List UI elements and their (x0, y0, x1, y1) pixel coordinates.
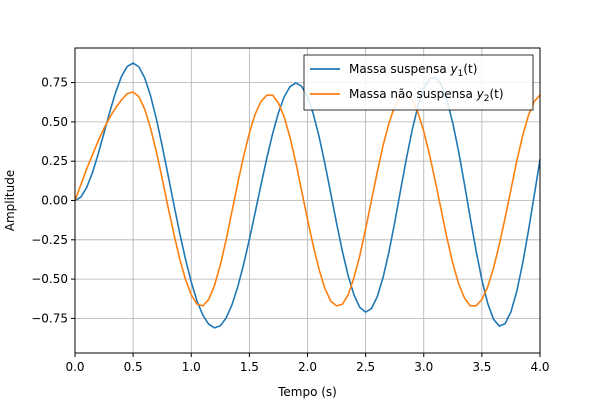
y-tick-label: −0.25 (31, 233, 68, 247)
x-tick-label: 0.5 (124, 360, 143, 374)
y-tick-label: −0.75 (31, 311, 68, 325)
legend-label-2: Massa não suspensa y2(t) (349, 87, 504, 104)
legend-label-1: Massa suspensa y1(t) (349, 62, 477, 79)
x-tick-label: 1.0 (182, 360, 201, 374)
x-tick-label: 2.0 (298, 360, 317, 374)
y-tick-label: 0.75 (41, 76, 68, 90)
y-tick-label: 0.00 (41, 194, 68, 208)
ticks: 0.0 0.5 1.0 1.5 2.0 2.5 3.0 3.5 4.0 −0.75 −0.50 −0.… (31, 76, 549, 374)
x-tick-label: 0.0 (65, 360, 84, 374)
x-axis-label: Tempo (s) (277, 385, 337, 399)
y-axis-label: Amplitude (3, 170, 17, 232)
x-tick-label: 4.0 (530, 360, 549, 374)
x-tick-label: 3.0 (414, 360, 433, 374)
legend-box (303, 54, 534, 111)
y-tick-label: 0.50 (41, 115, 68, 129)
x-tick-label: 3.5 (472, 360, 491, 374)
series-line-2 (74, 91, 541, 307)
x-tick-label: 1.5 (240, 360, 259, 374)
y-tick-label: −0.50 (31, 272, 68, 286)
x-tick-label: 2.5 (356, 360, 375, 374)
y-tick-label: 0.25 (41, 154, 68, 168)
legend: Massa suspensa y1(t) Massa não suspensa y… (303, 54, 534, 111)
